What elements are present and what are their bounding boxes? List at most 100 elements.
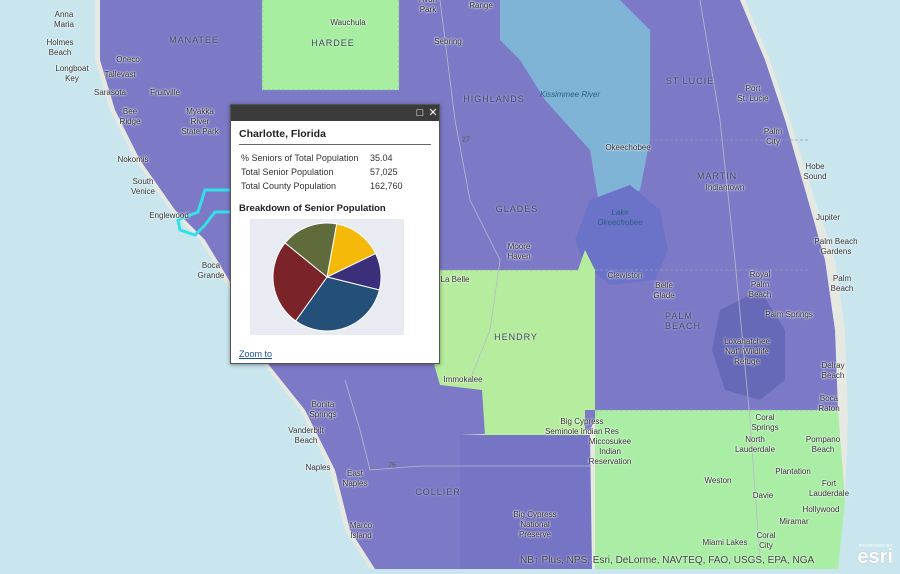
place-palm-beach: Palm Beach: [830, 274, 854, 293]
attribute-label: Total Senior Population: [241, 167, 334, 177]
attribute-label: % Seniors of Total Population: [241, 153, 359, 163]
place-oneco: Oneco: [116, 55, 140, 64]
loxahatchee-refuge: [712, 290, 785, 400]
place-palm-city: Palm City: [763, 127, 783, 146]
attribute-value: 162,760: [370, 181, 403, 191]
place-miccosukee: Miccosukee Indian Reservation: [588, 437, 632, 466]
place-la-belle: La Belle: [440, 275, 470, 284]
attribute-row: Total Senior Population 57,025: [239, 165, 405, 179]
county-glades: GLADES: [495, 204, 539, 214]
attribute-row: % Seniors of Total Population 35.04: [239, 151, 405, 165]
place-loxahatchee: Loxahatchee Nat'l Wildlife Refuge: [724, 337, 770, 366]
water-lake-okeechobee: Lake Okeechobee: [597, 208, 643, 227]
place-fort-lauderdale: Fort Lauderdale: [808, 479, 850, 498]
popup-attributes: % Seniors of Total Population 35.04 Tota…: [239, 151, 405, 193]
place-plantation: Plantation: [775, 467, 811, 476]
place-coral-springs: Coral Springs: [751, 413, 779, 432]
place-englewood: Englewood: [149, 211, 189, 220]
county-collier: COLLIER: [415, 487, 461, 497]
info-popup[interactable]: □ ✕ Charlotte, Florida % Seniors of Tota…: [230, 104, 440, 364]
road-r27: 27: [462, 136, 470, 144]
okeechobee-county: [500, 0, 650, 210]
place-tallevast: Tallevast: [104, 70, 136, 79]
county-highlands: HIGHLANDS: [463, 94, 525, 104]
county-martin: MARTIN: [696, 171, 738, 181]
place-marco-island: Marco Island: [349, 521, 373, 540]
place-coral-city: Coral City: [756, 531, 776, 550]
place-vanderbilt-beach: Vanderbilt Beach: [288, 426, 324, 445]
place-palm-springs: Palm Springs: [765, 310, 813, 319]
place-delray-beach: Delray Beach: [821, 361, 845, 380]
water-kissimmee-river: Kissimmee River: [539, 90, 601, 99]
county-hardee: HARDEE: [311, 38, 355, 48]
place-davie: Davie: [752, 491, 774, 500]
pie-slice-4[interactable]: [284, 222, 338, 278]
county-hendry: HENDRY: [494, 332, 538, 342]
place-royal-palm-beach: Royal Palm Beach: [748, 270, 772, 299]
popup-title: Charlotte, Florida: [239, 128, 431, 145]
place-nokomis: Nokomis: [117, 155, 149, 164]
place-sebring: Sebring: [434, 37, 462, 46]
pie-slice-0[interactable]: [326, 223, 377, 278]
place-palm-beach-gardens: Palm Beach Gardens: [814, 237, 858, 256]
esri-logo[interactable]: POWERED BY esri: [849, 543, 893, 567]
chart-title: Breakdown of Senior Population: [239, 203, 386, 214]
attribute-value: 35.04: [370, 153, 393, 163]
attribute-row: Total County Population 162,760: [239, 179, 405, 193]
county-borders: [261, 0, 838, 411]
place-anna-maria: Anna Maria: [53, 10, 75, 29]
road-r75: 75: [388, 462, 396, 470]
place-bonita-springs: Bonita Springs: [309, 400, 337, 419]
attribute-label: Total County Population: [241, 181, 337, 191]
place-naples: Naples: [305, 463, 331, 472]
place-miramar: Miramar: [779, 517, 809, 526]
place-indiantown: Indiantown: [705, 183, 745, 192]
county-palm-beach-county: PALM BEACH: [664, 311, 702, 331]
pie-slice-3[interactable]: [272, 242, 328, 322]
place-range: Range: [469, 1, 493, 10]
place-avon-park: Avon Park: [419, 0, 437, 14]
place-miami-lakes: Miami Lakes: [702, 538, 748, 547]
place-immokalee: Immokalee: [443, 375, 483, 384]
place-north-lauderdale: North Lauderdale: [734, 435, 776, 454]
place-sarasota: Sarasota: [93, 88, 127, 97]
maximize-icon[interactable]: □: [416, 107, 424, 119]
place-weston: Weston: [704, 476, 732, 485]
county-manatee: MANATEE: [169, 35, 219, 45]
roads: [344, 0, 761, 561]
place-myakka: Myakka River State Park: [181, 107, 219, 136]
place-hollywood: Hollywood: [802, 505, 840, 514]
place-bee-ridge: Bee Ridge: [119, 107, 141, 126]
place-boca-raton: Boca Raton: [818, 394, 840, 413]
popup-content: Charlotte, Florida % Seniors of Total Po…: [231, 121, 439, 342]
hendry-county: [430, 250, 595, 435]
place-hobe-sound: Hobe Sound: [803, 162, 827, 181]
place-south-venice: South Venice: [130, 177, 156, 196]
pie-chart-container: [250, 219, 404, 335]
broward-county: [595, 410, 845, 569]
close-icon[interactable]: ✕: [428, 107, 438, 119]
place-longboat-key: Longboat Key: [55, 64, 89, 83]
lake-okeechobee: [575, 185, 668, 285]
place-big-cypress-seminole: Big Cypress Seminole Indian Res: [545, 417, 619, 436]
attribute-value: 57,025: [370, 167, 398, 177]
place-belle-glade: Belle Glade: [653, 281, 675, 300]
place-moore-haven: Moore Haven: [507, 242, 531, 261]
place-pompano-beach: Pompano Beach: [805, 435, 841, 454]
place-big-cypress-preserve: Big Cypress National Preserve: [513, 510, 557, 539]
popup-titlebar: □ ✕: [231, 105, 439, 121]
county-st-lucie: ST LUCIE: [665, 76, 715, 86]
place-jupiter: Jupiter: [815, 213, 841, 222]
place-fruitville: Fruitville: [150, 88, 180, 97]
place-okeechobee: Okeechobee: [605, 143, 651, 152]
pie-slice-2[interactable]: [294, 276, 381, 332]
powered-by-text: POWERED BY: [859, 543, 893, 548]
place-east-naples: East Naples: [342, 469, 368, 488]
map-attribution: NB↑ Plus, NPS, Esri, DeLorme, NAVTEQ, FA…: [520, 555, 815, 566]
zoom-to-link[interactable]: Zoom to: [239, 349, 273, 359]
esri-wordmark: esri: [857, 546, 893, 568]
place-clewiston: Clewiston: [607, 271, 643, 280]
place-wauchula: Wauchula: [330, 18, 366, 27]
